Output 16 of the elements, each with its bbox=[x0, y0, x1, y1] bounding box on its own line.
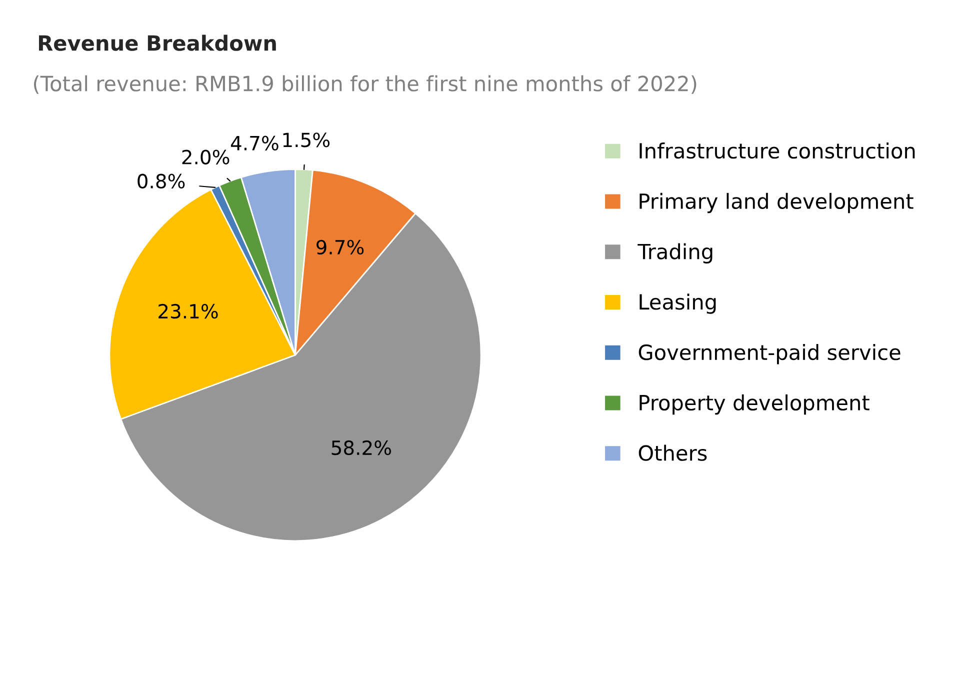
data-label: 9.7% bbox=[316, 240, 364, 255]
legend-label: Government-paid service bbox=[638, 344, 900, 364]
chart-subtitle: (Total revenue: RMB1.9 billion for the first nine months of 2022) bbox=[34, 75, 696, 94]
legend-label: Others bbox=[638, 444, 707, 461]
legend-label: Primary land development bbox=[640, 192, 914, 214]
data-label: 23.1% bbox=[158, 304, 218, 319]
data-label: 2.0% bbox=[182, 150, 230, 164]
legend-label: Trading bbox=[638, 243, 712, 264]
legend-label: Leasing bbox=[640, 294, 716, 314]
legend-label: Infrastructure construction bbox=[640, 142, 915, 159]
legend-label: Property development bbox=[640, 394, 870, 415]
data-label: 0.8% bbox=[138, 174, 185, 188]
data-label: 4.7% bbox=[230, 136, 278, 150]
data-label: 1.5% bbox=[283, 132, 330, 148]
chart-title: Revenue Breakdown bbox=[39, 34, 276, 51]
data-label: 58.2% bbox=[332, 440, 391, 456]
